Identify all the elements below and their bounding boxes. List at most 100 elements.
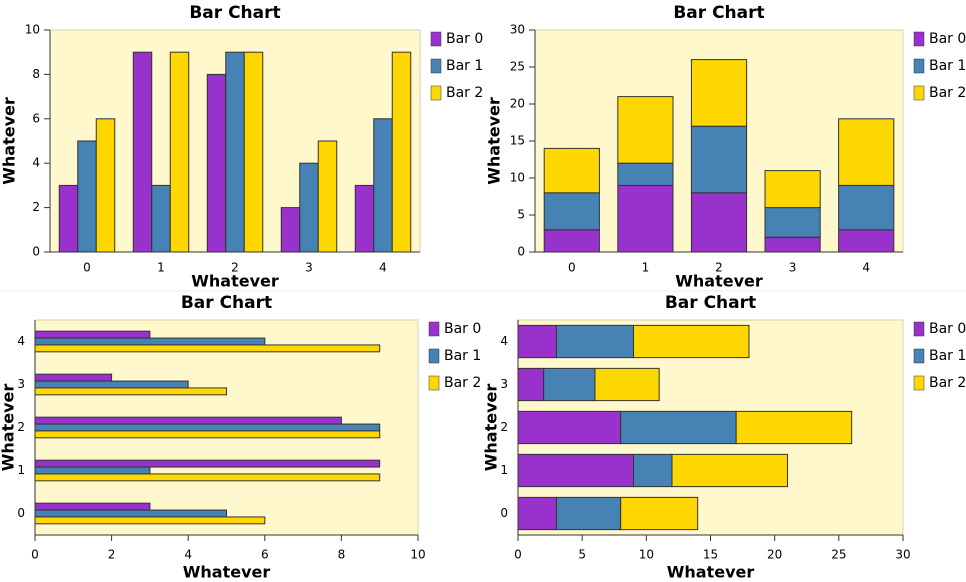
chart-title: Bar Chart xyxy=(673,3,764,23)
bar xyxy=(690,59,748,127)
bar xyxy=(243,51,264,253)
y-tick-label: 5 xyxy=(517,208,525,222)
bar xyxy=(556,496,622,531)
bar xyxy=(517,324,557,359)
bar xyxy=(594,367,660,402)
y-tick-label: 30 xyxy=(510,23,525,37)
y-tick-label: 1 xyxy=(500,463,508,477)
legend-swatch xyxy=(913,348,925,364)
x-tick-label: 30 xyxy=(895,548,910,562)
bar xyxy=(391,51,412,253)
y-axis-label: Whatever xyxy=(0,384,18,472)
y-tick-label: 3 xyxy=(500,377,508,391)
bar xyxy=(34,509,227,518)
y-axis-label: Whatever xyxy=(0,97,19,185)
y-tick-label: 0 xyxy=(500,506,508,520)
bar xyxy=(620,496,699,531)
x-axis-label: Whatever xyxy=(667,563,755,582)
legend-label: Bar 0 xyxy=(444,321,481,337)
bar xyxy=(671,453,788,488)
bar xyxy=(620,410,737,445)
bar xyxy=(280,207,301,253)
bar xyxy=(34,330,151,339)
bar xyxy=(34,430,381,439)
y-axis-label: Whatever xyxy=(485,97,504,185)
y-tick-label: 0 xyxy=(32,245,40,259)
legend-swatch xyxy=(913,85,925,101)
x-tick-label: 25 xyxy=(831,548,846,562)
bar xyxy=(354,184,375,253)
bar xyxy=(764,236,821,253)
bar xyxy=(206,73,227,253)
legend-swatch xyxy=(430,85,442,101)
y-tick-label: 25 xyxy=(510,60,525,74)
bar xyxy=(169,51,190,253)
bar xyxy=(764,170,821,209)
legend-label: Bar 2 xyxy=(446,85,483,101)
bar xyxy=(151,184,171,253)
x-tick-label: 3 xyxy=(305,261,313,275)
y-tick-label: 8 xyxy=(32,67,40,81)
bar xyxy=(34,373,113,382)
y-tick-label: 2 xyxy=(32,200,40,214)
y-tick-label: 1 xyxy=(17,463,25,477)
y-tick-label: 4 xyxy=(17,334,25,348)
bar xyxy=(77,140,97,253)
legend-label: Bar 1 xyxy=(929,58,966,74)
bar xyxy=(617,96,674,164)
x-tick-label: 1 xyxy=(157,261,165,275)
legend-label: Bar 2 xyxy=(444,375,481,391)
legend-swatch xyxy=(430,31,442,47)
y-tick-label: 4 xyxy=(32,156,40,170)
x-tick-label: 10 xyxy=(410,548,425,562)
bar xyxy=(838,184,895,231)
x-axis-label: Whatever xyxy=(675,272,763,291)
x-tick-label: 2 xyxy=(231,261,239,275)
y-tick-label: 10 xyxy=(510,171,525,185)
bar xyxy=(34,380,189,389)
x-tick-label: 0 xyxy=(31,548,39,562)
chart-title: Bar Chart xyxy=(665,293,756,313)
bar xyxy=(517,453,634,488)
bar xyxy=(132,51,153,253)
x-tick-label: 4 xyxy=(862,261,870,275)
bar xyxy=(34,423,381,432)
bar xyxy=(299,162,319,253)
legend-label: Bar 1 xyxy=(444,348,481,364)
bar xyxy=(735,410,853,445)
bar xyxy=(543,367,596,402)
x-tick-label: 20 xyxy=(767,548,782,562)
legend-label: Bar 0 xyxy=(929,31,966,47)
bar xyxy=(95,118,116,253)
bar xyxy=(517,410,622,445)
x-tick-label: 6 xyxy=(261,548,269,562)
bar xyxy=(34,387,227,396)
legend-swatch xyxy=(428,321,440,337)
x-tick-label: 10 xyxy=(639,548,654,562)
x-tick-label: 5 xyxy=(578,548,586,562)
legend-label: Bar 0 xyxy=(446,31,483,47)
legend-swatch xyxy=(428,375,440,391)
y-tick-label: 6 xyxy=(32,111,40,125)
bar xyxy=(838,229,895,253)
y-tick-label: 4 xyxy=(500,334,508,348)
bar xyxy=(633,453,673,488)
bar xyxy=(317,140,338,253)
bar xyxy=(34,337,266,346)
legend-label: Bar 0 xyxy=(929,321,966,337)
bar xyxy=(764,207,821,238)
x-tick-label: 1 xyxy=(642,261,650,275)
x-tick-label: 4 xyxy=(184,548,192,562)
bar xyxy=(617,162,674,186)
legend-swatch xyxy=(913,321,925,337)
x-tick-label: 0 xyxy=(83,261,91,275)
y-tick-label: 2 xyxy=(17,420,25,434)
bar xyxy=(838,118,895,186)
bar xyxy=(34,416,342,425)
bar xyxy=(633,324,750,359)
y-tick-label: 20 xyxy=(510,97,525,111)
legend-swatch xyxy=(430,58,442,74)
bar xyxy=(58,184,79,253)
y-tick-label: 3 xyxy=(17,377,25,391)
